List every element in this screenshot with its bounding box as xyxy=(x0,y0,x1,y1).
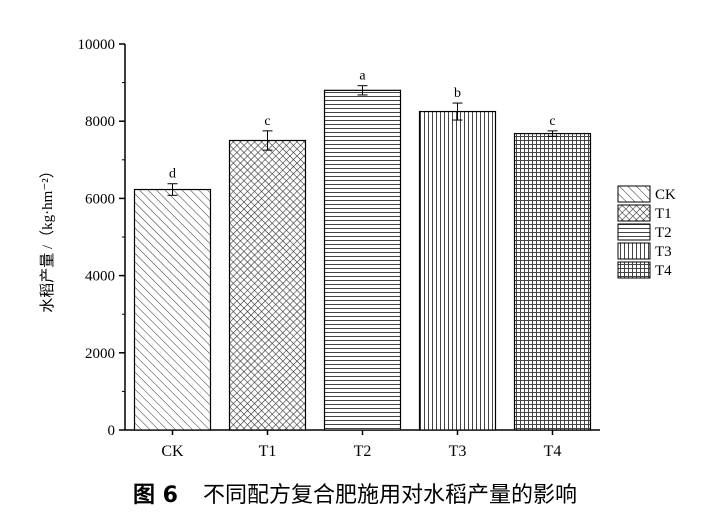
caption-text: 不同配方复合肥施用对水稻产量的影响 xyxy=(203,483,577,508)
significance-label: d xyxy=(169,167,176,182)
significance-label: a xyxy=(359,69,366,84)
bar-T2 xyxy=(323,89,402,431)
legend-swatch-T1 xyxy=(617,204,651,222)
significance-label: b xyxy=(454,86,461,101)
bars xyxy=(133,89,592,431)
x-tick-label: T2 xyxy=(354,443,372,460)
x-axis: CK T1 T2 T3 T4 xyxy=(125,429,600,460)
x-tick-label: T3 xyxy=(449,443,467,460)
legend-label: T3 xyxy=(655,244,672,260)
bar-T3 xyxy=(418,110,497,431)
error-bars xyxy=(167,85,558,196)
svg-text:图 6 不同配方复合肥施用对水稻产量的影响: 图 6 不同配方复合肥施用对水稻产量的影响 xyxy=(133,483,577,508)
y-tick-label: 4000 xyxy=(85,269,115,285)
legend: CK T1 T2 T3 T4 xyxy=(617,185,676,279)
legend-swatch-T3 xyxy=(617,242,651,260)
bar-T1 xyxy=(228,139,307,431)
legend-swatch-CK xyxy=(617,185,651,203)
legend-swatch-T4 xyxy=(617,261,651,279)
y-axis: 0 2000 4000 6000 8000 10000 xyxy=(78,37,126,439)
significance-label: c xyxy=(264,114,270,129)
y-tick-label: 8000 xyxy=(85,114,115,130)
legend-label: T2 xyxy=(655,225,672,241)
caption: 图 6 不同配方复合肥施用对水稻产量的影响 xyxy=(133,483,577,508)
y-axis-label: 水稻产量 /（kg·hm⁻²） xyxy=(39,163,56,313)
y-tick-label: 0 xyxy=(108,423,116,439)
y-tick-label: 2000 xyxy=(85,346,115,362)
x-tick-label: T1 xyxy=(259,443,277,460)
y-tick-label: 6000 xyxy=(85,191,115,207)
x-tick-label: CK xyxy=(161,443,184,460)
legend-label: CK xyxy=(655,187,676,203)
significance-label: c xyxy=(549,114,555,129)
x-tick-label: T4 xyxy=(544,443,562,460)
significance-letters: d c a b c xyxy=(169,69,556,182)
bar-CK xyxy=(133,188,212,431)
legend-label: T4 xyxy=(655,263,672,279)
legend-swatch-T2 xyxy=(617,223,651,241)
bar-T4 xyxy=(513,132,592,431)
caption-prefix: 图 6 xyxy=(133,483,178,508)
y-tick-label: 10000 xyxy=(78,37,116,53)
legend-label: T1 xyxy=(655,206,672,222)
